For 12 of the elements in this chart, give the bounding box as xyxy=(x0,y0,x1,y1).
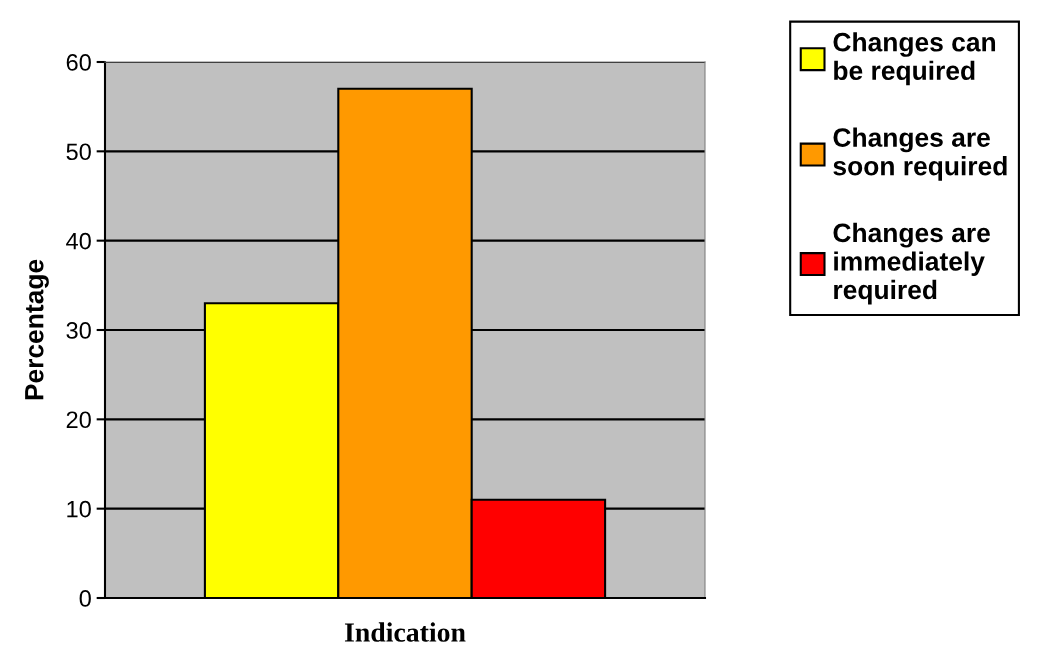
y-axis-title: Percentage xyxy=(25,259,49,400)
y-tick-label: 10 xyxy=(67,500,91,518)
y-tick-label: 60 xyxy=(66,54,91,71)
x-axis-title: Indication xyxy=(344,622,466,642)
y-tick-label: 20 xyxy=(66,411,91,429)
y-tick-label: 0 xyxy=(79,590,91,607)
y-tick-label: 40 xyxy=(66,232,91,250)
y-tick-label: 30 xyxy=(66,322,91,339)
legend-label: Changes can be required xyxy=(833,32,996,86)
y-tick-label: 50 xyxy=(66,143,91,161)
legend-label: Changes are soon required xyxy=(833,127,1007,181)
legend-label: Changes are immediately required xyxy=(833,222,990,305)
